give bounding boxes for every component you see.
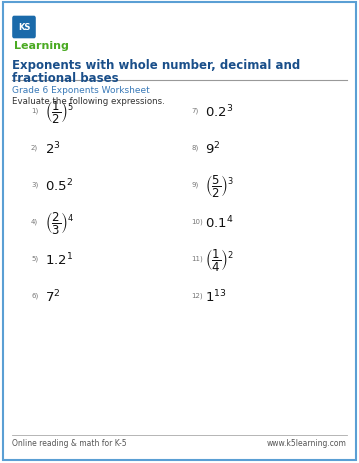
Text: Grade 6 Exponents Worksheet: Grade 6 Exponents Worksheet xyxy=(12,86,150,95)
Text: $9^{2}$: $9^{2}$ xyxy=(205,140,220,157)
Text: 5): 5) xyxy=(31,255,38,262)
Text: Evaluate the following expressions.: Evaluate the following expressions. xyxy=(12,97,165,106)
Text: 2): 2) xyxy=(31,144,38,151)
Text: $\left(\dfrac{2}{3}\right)^{4}$: $\left(\dfrac{2}{3}\right)^{4}$ xyxy=(45,210,74,236)
Text: $\left(\dfrac{5}{2}\right)^{3}$: $\left(\dfrac{5}{2}\right)^{3}$ xyxy=(205,173,234,199)
Text: fractional bases: fractional bases xyxy=(12,72,118,85)
Text: 11): 11) xyxy=(191,255,203,262)
Text: 8): 8) xyxy=(191,144,198,151)
Text: 10): 10) xyxy=(191,218,203,225)
Text: Exponents with whole number, decimal and: Exponents with whole number, decimal and xyxy=(12,59,300,72)
Text: www.k5learning.com: www.k5learning.com xyxy=(267,438,347,448)
Text: 9): 9) xyxy=(191,181,198,188)
Text: $7^{2}$: $7^{2}$ xyxy=(45,288,60,305)
Text: 1): 1) xyxy=(31,107,38,114)
Text: 4): 4) xyxy=(31,218,38,225)
Text: Online reading & math for K-5: Online reading & math for K-5 xyxy=(12,438,127,448)
Text: KS: KS xyxy=(18,24,30,32)
Text: 3): 3) xyxy=(31,181,38,188)
Text: $0.1^{4}$: $0.1^{4}$ xyxy=(205,214,234,231)
FancyBboxPatch shape xyxy=(12,17,36,39)
Text: $2^{3}$: $2^{3}$ xyxy=(45,140,61,157)
Text: $\left(\dfrac{1}{2}\right)^{5}$: $\left(\dfrac{1}{2}\right)^{5}$ xyxy=(45,99,74,125)
Text: $0.2^{3}$: $0.2^{3}$ xyxy=(205,103,233,120)
Text: $\left(\dfrac{1}{4}\right)^{2}$: $\left(\dfrac{1}{4}\right)^{2}$ xyxy=(205,246,234,272)
FancyBboxPatch shape xyxy=(3,3,356,460)
Text: $0.5^{2}$: $0.5^{2}$ xyxy=(45,177,73,194)
Text: 6): 6) xyxy=(31,292,38,299)
Text: 12): 12) xyxy=(191,292,202,299)
Text: $1^{13}$: $1^{13}$ xyxy=(205,288,227,305)
Text: Learning: Learning xyxy=(14,41,69,51)
Text: 7): 7) xyxy=(191,107,198,114)
Text: $1.2^{1}$: $1.2^{1}$ xyxy=(45,251,73,268)
